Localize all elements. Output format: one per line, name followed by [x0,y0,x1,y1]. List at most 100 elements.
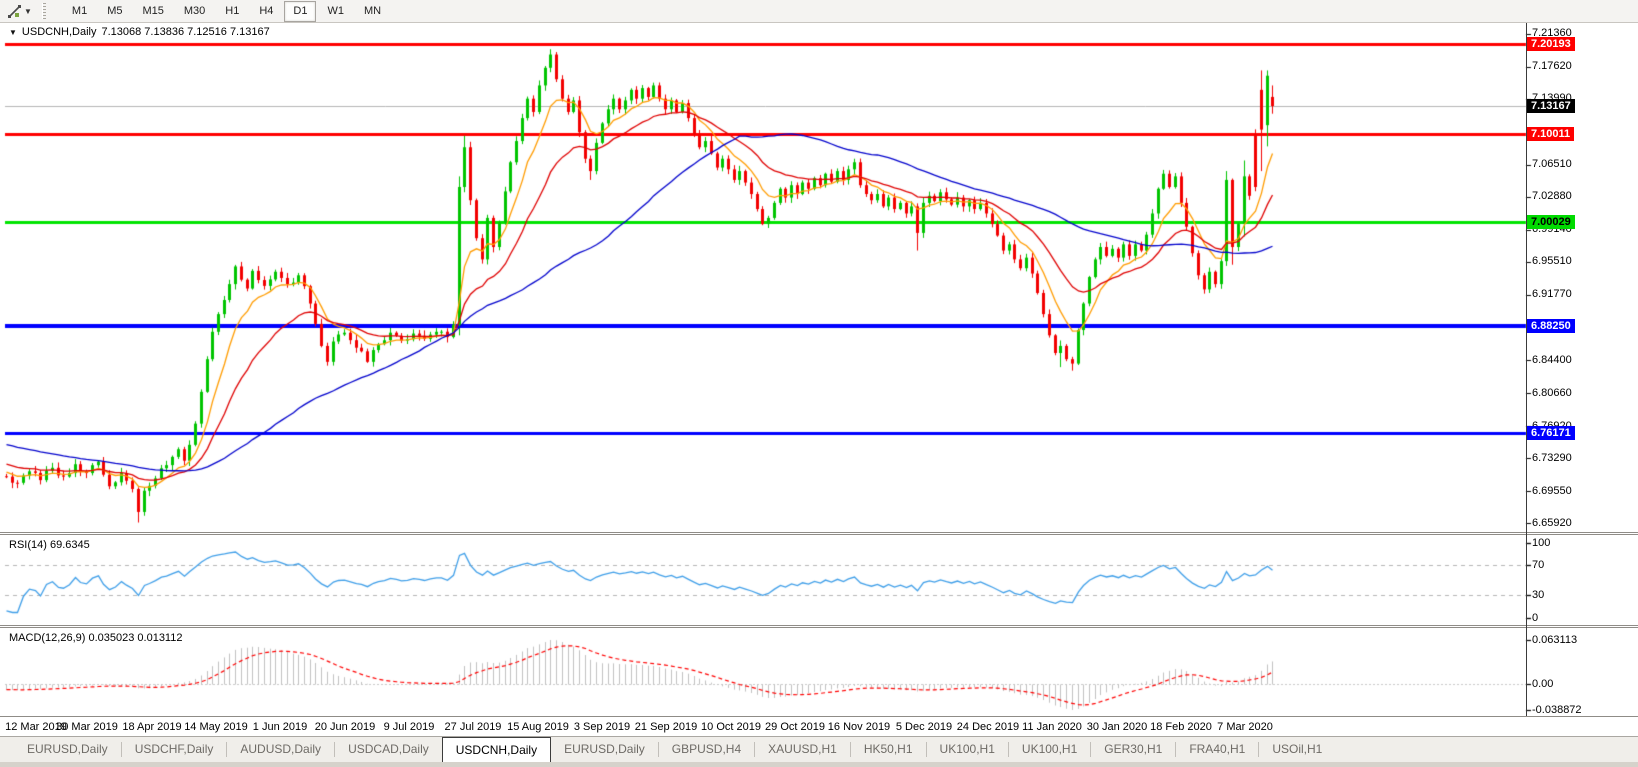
date-axis-label: 27 Jul 2019 [444,721,502,733]
date-axis-label: 30 Mar 2019 [56,721,118,733]
chart-tab-usoil-h1[interactable]: USOil,H1 [1272,742,1323,756]
tab-separator [1175,742,1177,757]
chart-title: ▼ USDCNH,Daily 7.13068 7.13836 7.12516 7… [9,26,270,38]
price-tick-label: 7.17620 [1532,60,1572,73]
status-strip [0,762,1638,767]
chart-tab-eurusd-daily[interactable]: EURUSD,Daily [564,742,645,756]
price-tick-label: 6.73290 [1532,451,1572,464]
price-level-badge: 6.76171 [1527,425,1575,440]
toolbar: ▼ M1 M5 M15 M30 H1 H4 D1 W1 MN [0,0,1638,23]
date-axis-label: 30 Jan 2020 [1086,721,1148,733]
price-tick-label: 6.80660 [1532,386,1572,399]
rsi-axis-label: 70 [1532,559,1545,572]
date-axis-label: 14 May 2019 [184,721,248,733]
chart-tab-gbpusd-h4[interactable]: GBPUSD,H4 [671,742,742,756]
tab-separator [1090,742,1092,757]
date-axis-label: 1 Jun 2019 [252,721,308,733]
chart-ohlc-values: 7.13068 7.13836 7.12516 7.13167 [101,26,270,38]
macd-canvas[interactable] [0,628,1638,716]
timeframe-button-w1[interactable]: W1 [327,4,344,17]
price-level-badge: 6.88250 [1527,319,1575,334]
price-tick-label: 6.65920 [1532,516,1572,529]
main-chart-canvas[interactable] [0,23,1638,532]
pane-separator[interactable] [0,532,1638,535]
price-tick-label: 6.91770 [1532,288,1572,301]
price-tick-label: 7.06510 [1532,158,1572,171]
price-tick-label: 6.84400 [1532,353,1572,366]
rsi-label: RSI(14) 69.6345 [9,539,90,551]
timeframe-button-h4[interactable]: H4 [259,4,274,17]
timeframe-button-m15[interactable]: M15 [142,4,164,17]
rsi-axis-label: 100 [1532,536,1551,549]
date-axis-label: 15 Aug 2019 [507,721,569,733]
date-axis[interactable]: 12 Mar 2019 30 Mar 2019 18 Apr 2019 14 May … [0,716,1638,736]
timeframe-button-m30[interactable]: M30 [183,4,206,17]
macd-pane: MACD(12,26,9) 0.035023 0.013112 0.063113… [0,628,1638,716]
chart-tab-bar: EURUSD,Daily USDCHF,Daily AUDUSD,Daily USDC… [0,736,1638,762]
chart-tab-eurusd-daily[interactable]: EURUSD,Daily [27,742,108,756]
date-axis-label: 24 Dec 2019 [956,721,1020,733]
rsi-canvas[interactable] [0,535,1638,625]
timeframe-button-m1[interactable]: M1 [71,4,88,17]
date-axis-label: 29 Oct 2019 [765,721,825,733]
tool-dropdown-caret[interactable]: ▼ [24,6,32,16]
tab-separator [754,742,756,757]
price-level-badge: 7.20193 [1527,37,1575,51]
timeframe-buttons: M1 M5 M15 M30 H1 H4 D1 W1 MN [58,0,395,22]
trendline-cursor-icon[interactable] [4,2,24,20]
pane-separator[interactable] [0,625,1638,628]
chart-tab-uk100-h1[interactable]: UK100,H1 [1021,742,1078,756]
rsi-axis-label: 30 [1532,589,1545,602]
rsi-axis-label: 0 [1532,612,1539,624]
macd-axis-label: -0.038872 [1532,704,1582,716]
chart-tab-audusd-daily[interactable]: AUDUSD,Daily [240,742,322,756]
tab-separator [226,742,228,757]
price-tick-label: 7.02880 [1532,190,1572,203]
chart-window: ▼ USDCNH,Daily 7.13068 7.13836 7.12516 7… [0,23,1638,736]
date-axis-label: 9 Jul 2019 [383,721,435,733]
macd-axis-label: 0.00 [1532,678,1554,690]
tab-separator [925,742,927,757]
date-axis-label: 18 Apr 2019 [122,721,182,733]
tab-separator [849,742,851,757]
price-tick-label: 6.69550 [1532,484,1572,497]
price-tick-label: 7.21360 [1532,27,1572,40]
price-level-badge: 7.13167 [1527,99,1575,114]
chart-symbol-label: USDCNH,Daily [21,26,97,38]
timeframe-button-h1[interactable]: H1 [225,4,240,17]
date-axis-label: 11 Jan 2020 [1022,721,1082,733]
chart-tab-usdchf-daily[interactable]: USDCHF,Daily [134,742,214,756]
date-axis-label: 3 Sep 2019 [573,721,631,733]
chart-tab-fra40-h1[interactable]: FRA40,H1 [1189,742,1246,756]
price-axis-line [1526,23,1527,716]
chart-tab-uk100-h1[interactable]: UK100,H1 [939,742,995,756]
date-axis-label: 10 Oct 2019 [701,721,761,733]
collapse-triangle-icon[interactable]: ▼ [9,27,17,37]
main-chart-pane: ▼ USDCNH,Daily 7.13068 7.13836 7.12516 7… [0,23,1638,532]
date-axis-label: 5 Dec 2019 [895,721,953,733]
price-tick-label: 6.95510 [1532,255,1572,268]
date-axis-label: 12 Mar 2019 [5,721,67,733]
chart-tab-xauusd-h1[interactable]: XAUUSD,H1 [768,742,837,756]
tab-separator [657,742,659,757]
date-axis-label: 20 Jun 2019 [314,721,376,733]
chart-tab-ger30-h1[interactable]: GER30,H1 [1104,742,1163,756]
timeframe-button-mn[interactable]: MN [363,4,382,17]
chart-tab-usdcnh-daily[interactable]: USDCNH,Daily [441,737,552,762]
date-axis-label: 21 Sep 2019 [634,721,698,733]
tab-separator [1007,742,1009,757]
price-level-badge: 7.10011 [1527,126,1575,141]
timeframe-button-m5[interactable]: M5 [107,4,123,17]
price-level-badge: 7.00029 [1527,215,1575,230]
date-axis-label: 7 Mar 2020 [1217,721,1273,733]
tab-separator [334,742,336,757]
chart-tab-hk50-h1[interactable]: HK50,H1 [863,742,913,756]
macd-axis-label: 0.063113 [1532,634,1578,646]
chart-tab-usdcad-daily[interactable]: USDCAD,Daily [348,742,429,756]
toolbar-grip-handle[interactable] [41,3,46,19]
rsi-pane: RSI(14) 69.6345 100 70 30 0 [0,535,1638,625]
tab-separator [120,742,122,757]
tab-separator [1258,742,1260,757]
timeframe-button-d1[interactable]: D1 [284,0,317,22]
